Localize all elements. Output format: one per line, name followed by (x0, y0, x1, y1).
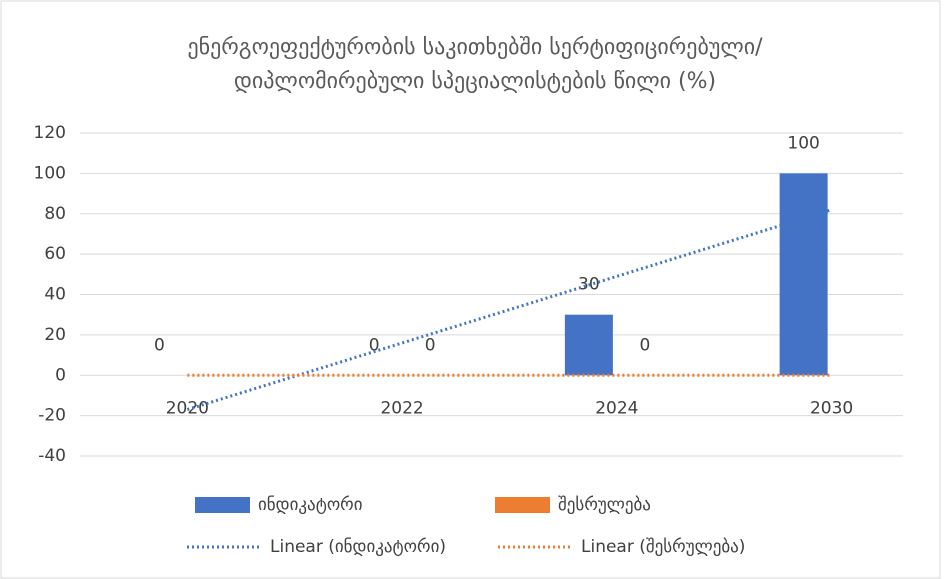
data-label: 0 (639, 335, 650, 355)
y-tick-label: 0 (55, 365, 66, 385)
legend-label: Linear (ინდიკატორი) (270, 537, 446, 557)
data-label: 100 (787, 133, 819, 153)
legend-swatch (195, 497, 250, 513)
legend-label: Linear (შესრულება) (581, 537, 745, 557)
legend-swatch (495, 497, 550, 513)
x-tick-label: 2024 (595, 398, 638, 418)
data-label: 0 (369, 335, 380, 355)
bar (564, 314, 613, 376)
legend-label: ინდიკატორი (258, 495, 363, 515)
bar (779, 173, 828, 376)
x-tick-label: 2030 (810, 398, 853, 418)
x-tick-label: 2022 (380, 398, 423, 418)
y-tick-label: 100 (34, 163, 66, 183)
y-tick-label: -20 (38, 406, 66, 426)
y-tick-label: 120 (34, 123, 66, 143)
data-label: 0 (154, 335, 165, 355)
y-tick-label: 60 (44, 244, 66, 264)
legend-label: შესრულება (558, 495, 651, 515)
y-tick-label: 80 (44, 204, 66, 224)
chart-title: ენერგოეფექტურობის საკითხებში სერტიფიცირე… (187, 35, 763, 60)
chart-title: დიპლომირებული სპეციალისტების წილი (%) (234, 69, 716, 94)
y-tick-label: 20 (44, 325, 66, 345)
y-tick-label: 40 (44, 285, 66, 305)
y-tick-label: -40 (38, 446, 66, 466)
data-label: 0 (425, 335, 436, 355)
